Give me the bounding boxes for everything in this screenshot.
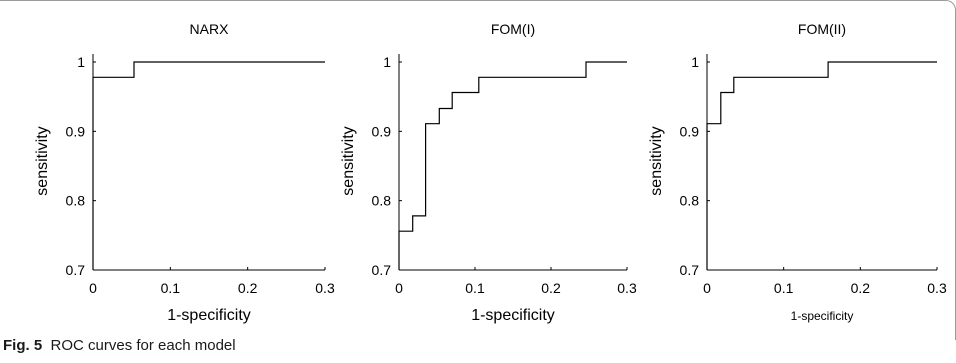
roc-curve-line	[92, 61, 325, 270]
y-tick-label: 0.8	[372, 193, 392, 209]
figure-caption-text: ROC curves for each model	[50, 337, 236, 354]
y-tick-label: 0.8	[680, 193, 700, 209]
figure-caption-label: Fig. 5	[3, 337, 43, 354]
x-tick-label: 0	[395, 280, 403, 296]
x-tick-label: 0.2	[541, 280, 561, 296]
y-tick-label: 1	[691, 54, 699, 70]
y-tick-label: 1	[77, 54, 85, 70]
x-tick-label: 0.2	[238, 280, 258, 296]
x-tick-label: 0.1	[774, 280, 794, 296]
x-axis-label: 1-specificity	[167, 307, 251, 324]
roc-panel-1: NARX 0.7 0.8 0.9 1 0 0.1 0.2 0.3 1-specificity sen…	[34, 21, 335, 324]
figure-caption: Fig. 5 ROC curves for each model	[3, 337, 236, 354]
x-tick-label: 0	[89, 280, 97, 296]
roc-panel-3: FOM(II) 0.7 0.8 0.9 1 0 0.1 0.2 0.3 1-specificity…	[648, 21, 947, 323]
chart-title: FOM(I)	[491, 21, 535, 37]
y-tick-label: 0.7	[66, 262, 86, 278]
roc-curve-line	[398, 61, 627, 270]
roc-figure: NARX 0.7 0.8 0.9 1 0 0.1 0.2 0.3 1-specificity sen…	[34, 21, 947, 324]
y-tick-label: 1	[383, 54, 391, 70]
chart-title: NARX	[190, 21, 230, 37]
x-tick-label: 0.3	[927, 280, 947, 296]
y-tick-label: 0.9	[66, 123, 86, 139]
chart-title: FOM(II)	[798, 21, 846, 37]
x-tick-label: 0.3	[617, 280, 637, 296]
x-axis-label: 1-specificity	[471, 307, 555, 324]
x-axis-label: 1-specificity	[791, 309, 854, 323]
roc-curve-line	[706, 61, 937, 270]
y-axis-label: sensitivity	[34, 126, 51, 195]
roc-panel-2: FOM(I) 0.7 0.8 0.9 1 0 0.1 0.2 0.3 1-specificity s…	[340, 21, 637, 324]
x-tick-label: 0.2	[851, 280, 871, 296]
y-tick-label: 0.7	[680, 262, 700, 278]
x-tick-label: 0.3	[315, 280, 335, 296]
y-tick-label: 0.9	[680, 123, 700, 139]
y-tick-label: 0.8	[66, 193, 86, 209]
y-tick-label: 0.9	[372, 123, 392, 139]
y-tick-label: 0.7	[372, 262, 392, 278]
x-tick-label: 0.1	[465, 280, 485, 296]
y-axis-label: sensitivity	[648, 126, 665, 195]
x-tick-label: 0	[703, 280, 711, 296]
y-axis-label: sensitivity	[340, 126, 357, 195]
x-tick-label: 0.1	[161, 280, 181, 296]
